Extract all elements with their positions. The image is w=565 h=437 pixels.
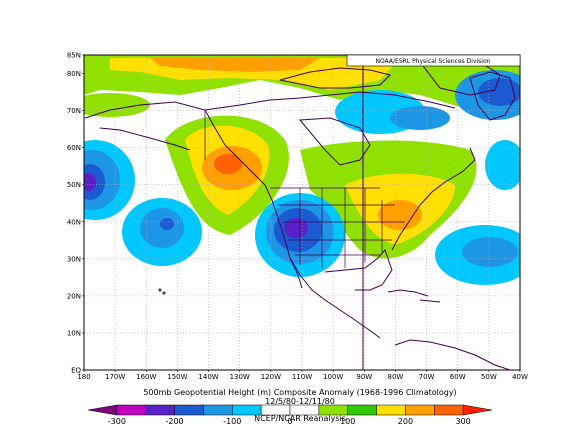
lon-label: 170W	[105, 373, 125, 381]
lon-label: 130W	[230, 373, 250, 381]
colorbar-swatch	[347, 404, 377, 416]
colorbar-label: -200	[165, 417, 183, 426]
colorbar-swatch	[87, 404, 118, 416]
lon-label: 90W	[356, 373, 372, 381]
lat-label: 20N	[67, 292, 81, 300]
lat-label: 30N	[67, 255, 81, 263]
lon-label: 100W	[323, 373, 343, 381]
colorbar-label: -300	[108, 417, 126, 426]
date-range: 12/5/80-12/11/80	[265, 397, 335, 406]
data-source: NCEP/NCAR Reanalysis	[254, 414, 346, 423]
longitude-labels: 180 170W 160W 150W 140W 130W 120W 110W 100W 90W 80…	[77, 370, 528, 381]
colorbar-label: -100	[223, 417, 241, 426]
graticule	[84, 55, 520, 370]
lat-label: 80N	[67, 70, 81, 78]
colorbar-label: 0	[287, 417, 292, 426]
colorbar-swatch	[116, 404, 146, 416]
lat-label: 50N	[67, 181, 81, 189]
lat-label: 40N	[67, 218, 81, 226]
lon-label: 110W	[292, 373, 312, 381]
colorbar-swatch	[462, 404, 493, 416]
lat-label: 70N	[67, 107, 81, 115]
lon-label: 60W	[450, 373, 466, 381]
colorbar-labels: -300 -200 -100 0 100 200 300	[108, 417, 471, 426]
lat-label: 10N	[67, 329, 81, 337]
lon-label: 140W	[198, 373, 218, 381]
colorbar	[87, 404, 493, 416]
lat-label: EQ	[71, 367, 81, 375]
lon-label: 180	[77, 373, 90, 381]
colorbar-label: 100	[340, 417, 355, 426]
lon-label: 120W	[261, 373, 281, 381]
latitude-labels: 85N 80N 70N 60N 50N 40N 30N 20N 10N EQ	[67, 52, 84, 375]
credit-box	[346, 54, 521, 67]
lon-label: 50W	[481, 373, 497, 381]
colorbar-swatch	[174, 404, 204, 416]
anomaly-fill-layer	[84, 55, 520, 285]
lon-label: 70W	[419, 373, 435, 381]
lon-label: 160W	[136, 373, 156, 381]
colorbar-swatch	[145, 404, 175, 416]
lat-label: 85N	[67, 52, 81, 60]
colorbar-swatch	[434, 404, 464, 416]
colorbar-swatch	[203, 404, 233, 416]
colorbar-label: 300	[456, 417, 471, 426]
political-boundaries	[204, 110, 405, 268]
colorbar-swatch	[376, 404, 406, 416]
lon-label: 80W	[388, 373, 404, 381]
colorbar-swatch	[405, 404, 435, 416]
lon-label: 150W	[167, 373, 187, 381]
figure-title: 500mb Geopotential Height (m) Composite …	[143, 388, 456, 397]
lon-label: 40W	[512, 373, 528, 381]
colorbar-label: 200	[398, 417, 413, 426]
lat-label: 60N	[67, 144, 81, 152]
credit-text: NOAA/ESRL Physical Sciences Division	[376, 58, 491, 65]
